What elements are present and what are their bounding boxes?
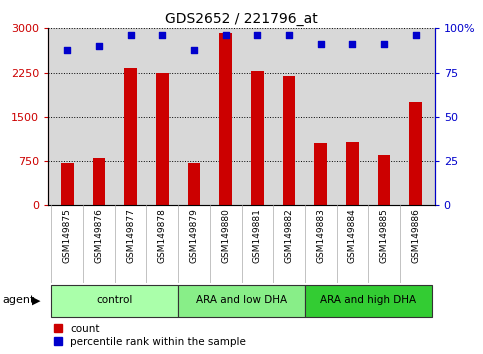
Point [190, 47, 198, 52]
Bar [410, 102, 422, 205]
Bar [378, 155, 390, 205]
Legend: count, percentile rank within the sample: count, percentile rank within the sample [54, 324, 246, 347]
Bar [346, 142, 359, 205]
Point [127, 33, 134, 38]
Text: ARA and high DHA: ARA and high DHA [320, 295, 416, 305]
Bar [188, 163, 200, 205]
FancyBboxPatch shape [52, 285, 178, 317]
Title: GDS2652 / 221796_at: GDS2652 / 221796_at [165, 12, 318, 26]
Point [380, 41, 388, 47]
Bar [124, 68, 137, 205]
Text: ▶: ▶ [32, 295, 41, 305]
Point [317, 41, 325, 47]
Point [412, 33, 420, 38]
Bar [61, 163, 73, 205]
Point [95, 43, 103, 49]
Bar [314, 143, 327, 205]
FancyBboxPatch shape [178, 285, 305, 317]
Point [285, 33, 293, 38]
Point [63, 47, 71, 52]
Bar [93, 158, 105, 205]
FancyBboxPatch shape [305, 285, 431, 317]
Point [222, 33, 229, 38]
Bar [219, 33, 232, 205]
Bar [156, 73, 169, 205]
Point [158, 33, 166, 38]
Text: agent: agent [2, 295, 35, 305]
Point [349, 41, 356, 47]
Text: control: control [97, 295, 133, 305]
Point [254, 33, 261, 38]
Bar [283, 76, 295, 205]
Text: ARA and low DHA: ARA and low DHA [196, 295, 287, 305]
Bar [251, 72, 264, 205]
